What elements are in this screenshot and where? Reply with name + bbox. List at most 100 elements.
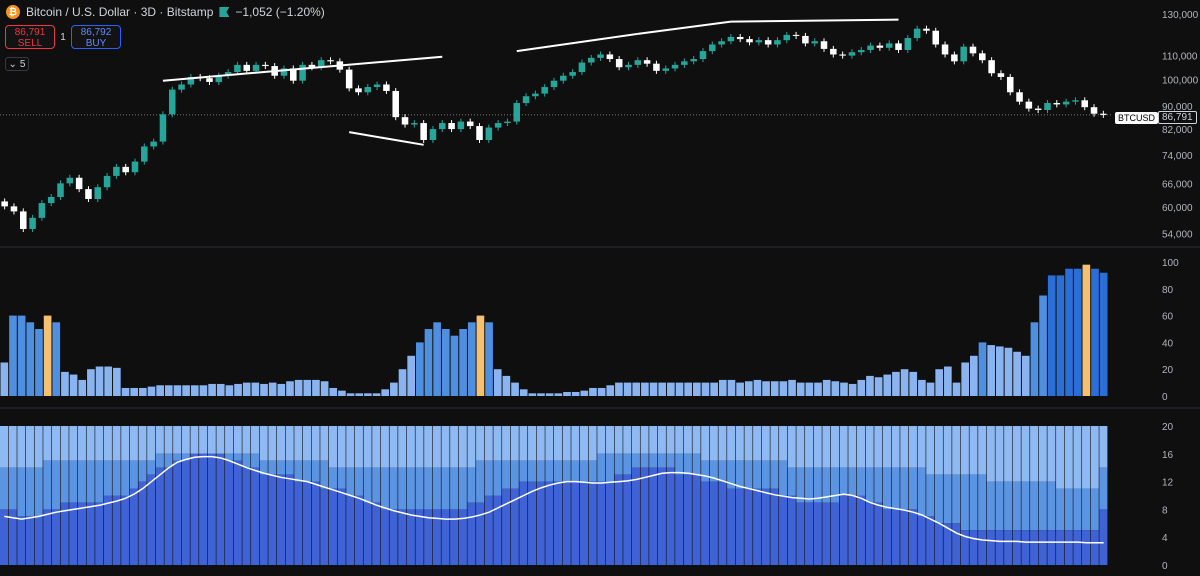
stack-segment-top xyxy=(112,426,121,461)
stack-segment-bottom xyxy=(216,453,225,565)
candle xyxy=(383,84,390,91)
stack-segment-mid xyxy=(926,474,935,517)
candle xyxy=(57,183,64,197)
bar xyxy=(866,375,874,396)
candle xyxy=(392,90,399,118)
bar xyxy=(1021,355,1030,396)
candle xyxy=(681,61,688,65)
stack-segment-bottom xyxy=(952,523,961,565)
candle xyxy=(764,40,772,45)
stack-segment-bottom xyxy=(900,509,909,565)
stack-segment-mid xyxy=(779,460,788,496)
stack-segment-bottom xyxy=(779,495,788,565)
stack-segment-top xyxy=(467,426,476,468)
stack-segment-bottom xyxy=(908,509,917,565)
stack-segment-bottom xyxy=(1056,530,1065,565)
stack-segment-mid xyxy=(1082,488,1091,531)
chart-title[interactable]: Bitcoin / U.S. Dollar · 3D · Bitstamp xyxy=(26,5,214,19)
stack-segment-mid xyxy=(1090,488,1099,531)
bar xyxy=(113,367,121,396)
bar xyxy=(476,315,485,396)
bar xyxy=(563,391,571,396)
stack-segment-top xyxy=(199,426,208,454)
stack-segment-top xyxy=(813,426,822,468)
stack-segment-top xyxy=(103,426,112,461)
candle xyxy=(727,36,735,42)
candle xyxy=(513,103,521,122)
stack-segment-mid xyxy=(138,460,147,482)
bar xyxy=(26,322,35,396)
candle xyxy=(364,87,372,93)
stack-segment-bottom xyxy=(458,509,467,565)
flag-icon[interactable] xyxy=(219,7,230,17)
bar xyxy=(788,379,796,396)
bar xyxy=(173,385,182,396)
candle xyxy=(439,123,446,130)
quantity[interactable]: 1 xyxy=(60,31,66,43)
stack-axis-label: 4 xyxy=(1162,533,1168,544)
stack-segment-bottom xyxy=(268,474,277,565)
bar xyxy=(467,322,476,396)
stack-segment-bottom xyxy=(848,495,857,565)
candle xyxy=(1006,76,1014,93)
bar xyxy=(554,393,563,396)
stack-segment-mid xyxy=(995,481,1004,531)
stack-segment-top xyxy=(891,426,900,468)
candle xyxy=(932,30,940,45)
stack-segment-mid xyxy=(709,460,718,482)
stack-segment-mid xyxy=(294,460,303,482)
stack-segment-bottom xyxy=(675,474,684,565)
candle xyxy=(1025,101,1033,109)
bar xyxy=(710,382,718,396)
bar-axis-label: 0 xyxy=(1162,392,1168,403)
bar xyxy=(78,379,87,396)
candle xyxy=(38,203,46,218)
stack-segment-mid xyxy=(8,467,17,510)
stack-segment-mid xyxy=(831,467,840,503)
sell-button[interactable]: 86,791 SELL xyxy=(5,25,55,49)
bar xyxy=(970,355,978,396)
candle xyxy=(811,41,818,44)
stack-segment-top xyxy=(328,426,337,468)
stack-segment-bottom xyxy=(302,481,312,565)
stack-segment-top xyxy=(1030,426,1039,482)
stack-segment-top xyxy=(95,426,104,461)
stack-segment-bottom xyxy=(484,495,493,565)
bar xyxy=(416,342,424,396)
stack-segment-mid xyxy=(701,460,710,482)
stack-segment-mid xyxy=(181,453,190,461)
stack-segment-bottom xyxy=(926,516,935,565)
price-axis-label: 60,000 xyxy=(1162,203,1193,214)
stack-segment-mid xyxy=(571,460,580,482)
stack-segment-bottom xyxy=(597,481,606,565)
indicators-toggle[interactable]: ⌄ 5 xyxy=(5,57,29,71)
stack-segment-mid xyxy=(952,474,961,524)
stack-segment-bottom xyxy=(554,481,563,565)
stack-segment-top xyxy=(476,426,485,461)
bar xyxy=(52,322,61,396)
stack-segment-bottom xyxy=(147,474,156,565)
candle xyxy=(224,72,232,76)
stack-segment-top xyxy=(753,426,762,461)
buy-button[interactable]: 86,792 BUY xyxy=(71,25,121,49)
bar xyxy=(251,382,260,396)
bar-axis-label: 80 xyxy=(1162,285,1174,296)
stack-segment-top xyxy=(277,426,286,461)
bar xyxy=(701,382,710,396)
stack-segment-mid xyxy=(502,460,511,489)
candle xyxy=(448,123,455,130)
stack-segment-bottom xyxy=(60,502,69,565)
candle xyxy=(29,217,36,229)
stack-segment-bottom xyxy=(934,523,943,565)
stack-segment-bottom xyxy=(1099,509,1108,565)
stack-segment-mid xyxy=(787,467,796,496)
stack-segment-top xyxy=(692,426,701,454)
stack-segment-top xyxy=(155,426,164,454)
stack-segment-bottom xyxy=(995,530,1004,565)
bar xyxy=(926,382,935,396)
bar xyxy=(892,371,900,396)
stack-segment-mid xyxy=(943,474,952,524)
stack-segment-mid xyxy=(311,460,320,482)
stack-segment-mid xyxy=(692,453,701,475)
bar xyxy=(909,371,918,396)
